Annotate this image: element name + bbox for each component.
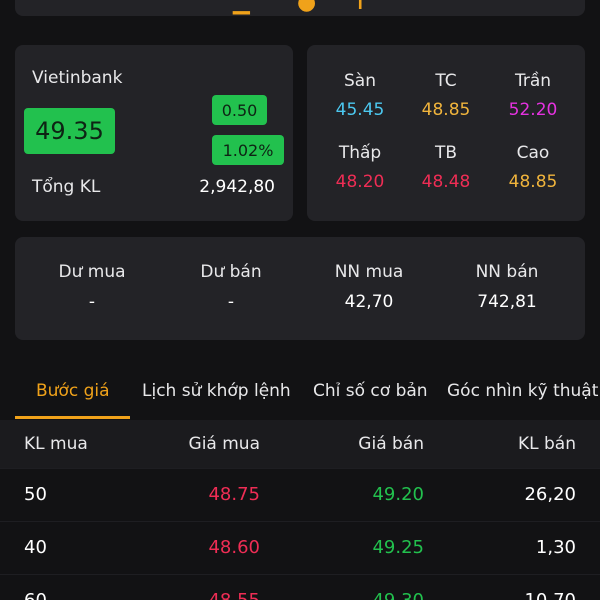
ceiling-price: Trần 52.20 [493,71,573,120]
high-label: Cao [516,143,550,163]
order-book-header: KL mua Giá mua Giá bán KL bán [0,420,600,468]
price-range-card: Sàn 45.45 TC 48.85 Trần 52.20 Thấp 48.20… [307,45,585,221]
ask-volume: 1,30 [535,537,576,558]
circle-icon: ● [297,0,317,15]
tab-technical-view[interactable]: Góc nhìn kỹ thuật [447,381,599,401]
ceiling-value: 52.20 [508,100,558,120]
quote-card: Vietinbank 49.35 0.50 1.02% Tổng KL 2,94… [15,45,293,221]
bid-surplus-label: Dư mua [58,262,126,282]
bid-volume: 60 [24,590,47,600]
foreign-sell-value: 742,81 [477,292,537,312]
arrow-icon: ↑ [351,0,370,15]
ask-volume: 26,20 [524,484,576,505]
floor-price: Sàn 45.45 [320,71,400,120]
table-row[interactable]: 50 48.75 49.20 26,20 [0,468,600,520]
ask-volume: 10,70 [524,590,576,600]
price-change-pct-badge: 1.02% [212,135,284,165]
average-price: TB 48.48 [406,143,486,192]
ask-price: 49.30 [372,590,424,600]
stock-name: Vietinbank [32,68,123,88]
header-strip: ▁ ● ↑ [15,0,585,16]
bid-volume: 40 [24,537,47,558]
low-value: 48.20 [335,172,385,192]
reference-label: TC [435,71,457,91]
bid-surplus-value: - [88,292,96,312]
header-ask-volume: KL bán [517,434,576,454]
bid-price: 48.75 [208,484,260,505]
ask-surplus-value: - [227,292,235,312]
ask-surplus-label: Dư bán [200,262,262,282]
low-price: Thấp 48.20 [320,143,400,192]
active-tab-indicator [15,416,130,419]
total-volume-value: 2,942,80 [199,177,275,197]
ask-price: 49.25 [372,537,424,558]
average-value: 48.48 [421,172,471,192]
bid-price: 48.60 [208,537,260,558]
low-label: Thấp [338,143,382,163]
table-row[interactable]: 40 48.60 49.25 1,30 [0,521,600,573]
total-volume-label: Tổng KL [32,177,101,197]
bid-volume: 50 [24,484,47,505]
bid-surplus: Dư mua - [22,262,162,312]
reference-value: 48.85 [421,100,471,120]
table-row[interactable]: 60 48.55 49.30 10,70 [0,574,600,600]
floor-label: Sàn [344,71,376,91]
foreign-sell-label: NN bán [475,262,539,282]
foreign-buy: NN mua 42,70 [299,262,439,312]
foreign-buy-label: NN mua [334,262,404,282]
tab-match-history[interactable]: Lịch sử khớp lệnh [142,381,291,401]
high-value: 48.85 [508,172,558,192]
average-label: TB [434,143,458,163]
high-price: Cao 48.85 [493,143,573,192]
bar-icon: ▁ [233,0,250,15]
header-bid-volume: KL mua [24,434,88,454]
header-bid-price: Giá mua [188,434,260,454]
ask-price: 49.20 [372,484,424,505]
tab-price-steps[interactable]: Bước giá [36,381,110,401]
detail-tabs: Bước giá Lịch sử khớp lệnh Chỉ số cơ bản… [0,372,600,420]
bid-price: 48.55 [208,590,260,600]
ask-surplus: Dư bán - [161,262,301,312]
ceiling-label: Trần [514,71,552,91]
foreign-buy-value: 42,70 [344,292,394,312]
foreign-sell: NN bán 742,81 [437,262,577,312]
current-price-badge: 49.35 [24,108,115,154]
floor-value: 45.45 [335,100,385,120]
price-change-badge: 0.50 [212,95,267,125]
reference-price: TC 48.85 [406,71,486,120]
foreign-trading-card: Dư mua - Dư bán - NN mua 42,70 NN bán 74… [15,237,585,340]
header-ask-price: Giá bán [358,434,424,454]
tab-fundamentals[interactable]: Chỉ số cơ bản [313,381,428,401]
